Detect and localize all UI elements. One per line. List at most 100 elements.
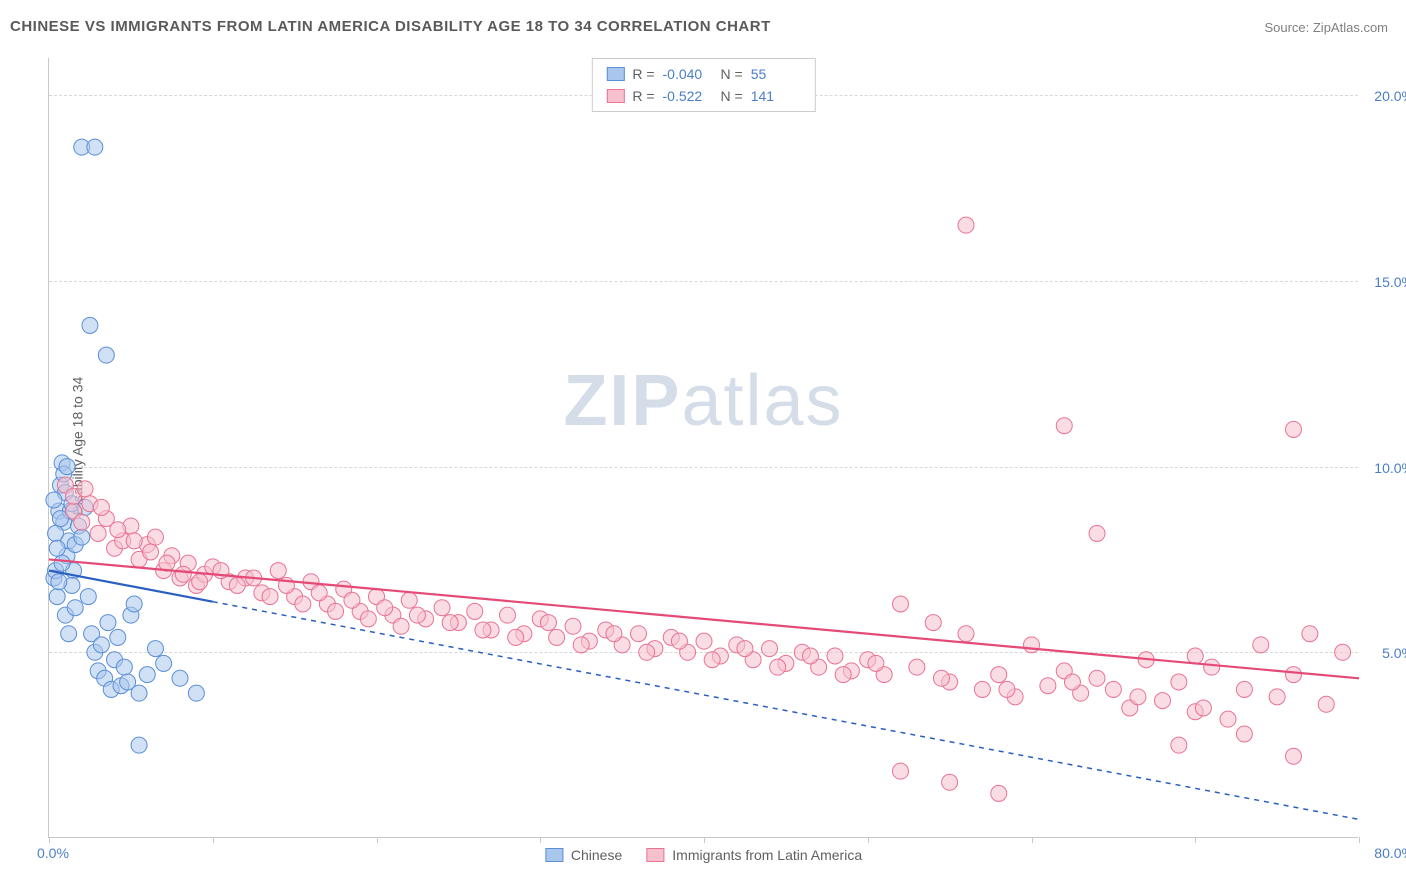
data-point [90,525,106,541]
data-point [893,596,909,612]
data-point [958,626,974,642]
data-point [377,600,393,616]
data-point [704,652,720,668]
data-point [74,529,90,545]
stat-r-label: R = [632,63,654,85]
source-attribution: Source: ZipAtlas.com [1264,20,1388,35]
data-point [49,540,65,556]
stat-n-value-2: 141 [751,85,801,107]
data-point [295,596,311,612]
legend-item-1: Chinese [545,847,622,863]
y-tick-label: 5.0% [1382,645,1406,661]
data-point [156,655,172,671]
data-point [631,626,647,642]
stat-n-value-1: 55 [751,63,801,85]
data-point [1318,696,1334,712]
data-point [467,603,483,619]
data-point [393,618,409,634]
data-point [958,217,974,233]
data-point [110,629,126,645]
data-point [139,667,155,683]
data-point [61,626,77,642]
data-point [942,774,958,790]
stats-legend-box: R = -0.040 N = 55 R = -0.522 N = 141 [591,58,815,112]
data-point [671,633,687,649]
legend-swatch-2 [646,848,664,862]
data-point [98,347,114,363]
data-point [999,681,1015,697]
data-point [802,648,818,664]
data-point [540,615,556,631]
data-point [1187,648,1203,664]
data-point [508,629,524,645]
stat-n-label: N = [721,63,743,85]
data-point [737,641,753,657]
data-point [1024,637,1040,653]
data-point [835,667,851,683]
y-tick-label: 10.0% [1374,460,1406,476]
stat-n-label: N = [721,85,743,107]
legend-label-2: Immigrants from Latin America [672,847,862,863]
data-point [1269,689,1285,705]
stats-row-series-2: R = -0.522 N = 141 [606,85,800,107]
data-point [229,577,245,593]
data-point [1253,637,1269,653]
legend-label-1: Chinese [571,847,622,863]
data-point [991,785,1007,801]
plot-area: ZIPatlas 5.0%10.0%15.0%20.0% 0.0% 80.0% … [48,58,1358,838]
data-point [131,737,147,753]
data-point [93,637,109,653]
x-tick-label-min: 0.0% [37,845,69,861]
data-point [172,670,188,686]
scatter-svg [49,58,1358,837]
data-point [1089,670,1105,686]
data-point [100,615,116,631]
data-point [188,685,204,701]
data-point [54,555,70,571]
data-point [1064,674,1080,690]
data-point [192,574,208,590]
data-point [126,596,142,612]
data-point [549,629,565,645]
data-point [87,139,103,155]
stats-row-series-1: R = -0.040 N = 55 [606,63,800,85]
data-point [1236,681,1252,697]
data-point [116,659,132,675]
y-tick-label: 20.0% [1374,88,1406,104]
stat-r-label: R = [632,85,654,107]
data-point [74,514,90,530]
data-point [1056,418,1072,434]
swatch-series-1 [606,67,624,81]
data-point [147,641,163,657]
data-point [991,667,1007,683]
data-point [48,525,64,541]
data-point [925,615,941,631]
swatch-series-2 [606,89,624,103]
data-point [1286,667,1302,683]
data-point [434,600,450,616]
y-tick-label: 15.0% [1374,274,1406,290]
data-point [909,659,925,675]
x-tick-label-max: 80.0% [1374,845,1406,861]
data-point [51,574,67,590]
data-point [126,533,142,549]
data-point [82,317,98,333]
data-point [1171,674,1187,690]
data-point [131,685,147,701]
data-point [1195,700,1211,716]
data-point [175,566,191,582]
data-point [1040,678,1056,694]
data-point [49,589,65,605]
stat-r-value-1: -0.040 [663,63,713,85]
data-point [409,607,425,623]
data-point [442,615,458,631]
data-point [67,600,83,616]
data-point [933,670,949,686]
data-point [565,618,581,634]
data-point [1171,737,1187,753]
data-point [500,607,516,623]
data-point [1286,748,1302,764]
data-point [328,603,344,619]
stat-r-value-2: -0.522 [663,85,713,107]
data-point [696,633,712,649]
